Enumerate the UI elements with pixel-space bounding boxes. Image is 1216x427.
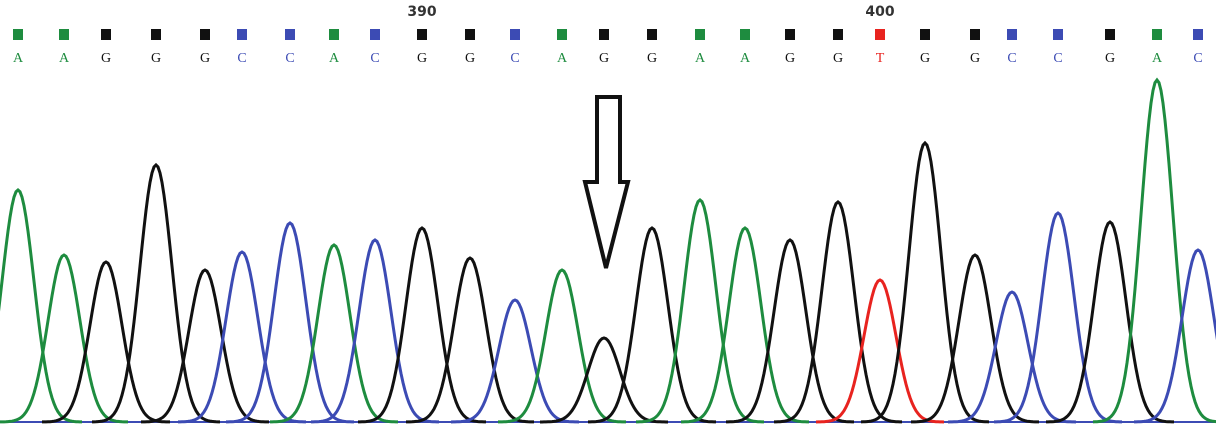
quality-square bbox=[1105, 29, 1115, 40]
quality-square bbox=[59, 29, 69, 40]
quality-square bbox=[1152, 29, 1162, 40]
base-letter: C bbox=[510, 51, 519, 66]
peak bbox=[92, 162, 220, 424]
quality-square bbox=[599, 29, 609, 40]
base-letter: G bbox=[833, 51, 843, 66]
peak bbox=[1134, 248, 1216, 424]
base-letter: A bbox=[329, 51, 340, 66]
base-letter: A bbox=[59, 51, 70, 66]
quality-square bbox=[329, 29, 339, 40]
base-letter: C bbox=[285, 51, 294, 66]
peak bbox=[178, 250, 306, 424]
quality-square bbox=[370, 29, 380, 40]
quality-square bbox=[970, 29, 980, 40]
base-letter: C bbox=[1007, 51, 1016, 66]
peak bbox=[406, 256, 534, 424]
base-letter: G bbox=[920, 51, 930, 66]
peak bbox=[42, 260, 170, 424]
peak bbox=[774, 200, 902, 424]
base-letter: G bbox=[465, 51, 475, 66]
base-letter: T bbox=[876, 51, 885, 66]
peak bbox=[450, 298, 580, 424]
base-letter: G bbox=[200, 51, 210, 66]
arrow bbox=[582, 95, 631, 269]
peak bbox=[1092, 77, 1216, 424]
quality-square bbox=[833, 29, 843, 40]
quality-square bbox=[151, 29, 161, 40]
quality-square bbox=[200, 29, 210, 40]
quality-square bbox=[920, 29, 930, 40]
peak bbox=[311, 238, 439, 424]
peak bbox=[1046, 220, 1174, 424]
quality-square bbox=[101, 29, 111, 40]
peaks bbox=[0, 77, 1216, 424]
quality-square bbox=[785, 29, 795, 40]
peak bbox=[911, 253, 1039, 424]
base-letter: G bbox=[970, 51, 980, 66]
peak bbox=[540, 336, 668, 424]
peak bbox=[947, 290, 1077, 424]
base-letter: G bbox=[599, 51, 609, 66]
quality-square bbox=[237, 29, 247, 40]
peak bbox=[358, 226, 486, 424]
peak bbox=[860, 140, 990, 424]
base-letter: A bbox=[557, 51, 568, 66]
base-letter: G bbox=[101, 51, 111, 66]
peak bbox=[815, 278, 945, 424]
base-letter: A bbox=[695, 51, 706, 66]
base-letter: G bbox=[1105, 51, 1115, 66]
peak bbox=[141, 268, 269, 424]
quality-square bbox=[465, 29, 475, 40]
peak bbox=[0, 253, 128, 424]
base-letter: C bbox=[1053, 51, 1062, 66]
base-letter: A bbox=[740, 51, 751, 66]
quality-square bbox=[557, 29, 567, 40]
peak bbox=[498, 268, 626, 424]
quality-square bbox=[740, 29, 750, 40]
quality-square bbox=[1193, 29, 1203, 40]
base-letter: A bbox=[13, 51, 24, 66]
quality-square bbox=[1053, 29, 1063, 40]
position-label: 400 bbox=[865, 4, 894, 20]
peak bbox=[994, 211, 1122, 424]
base-letter: C bbox=[1193, 51, 1202, 66]
peak bbox=[726, 238, 854, 424]
position-label: 390 bbox=[407, 4, 436, 20]
base-letter: G bbox=[151, 51, 161, 66]
quality-square bbox=[417, 29, 427, 40]
peak bbox=[270, 243, 398, 424]
base-letter: A bbox=[1152, 51, 1163, 66]
peak bbox=[588, 226, 716, 424]
quality-square bbox=[510, 29, 520, 40]
base-letter: G bbox=[785, 51, 795, 66]
base-letter: C bbox=[370, 51, 379, 66]
base-calls: A A G G G C C A C 390 G G C A G G A A G G 400 T G G C C G A C bbox=[13, 4, 1203, 66]
base-letter: C bbox=[237, 51, 246, 66]
peak bbox=[0, 187, 82, 424]
quality-square bbox=[647, 29, 657, 40]
base-letter: G bbox=[647, 51, 657, 66]
peak bbox=[636, 198, 764, 424]
base-letter: G bbox=[417, 51, 427, 66]
quality-square bbox=[285, 29, 295, 40]
quality-square bbox=[1007, 29, 1017, 40]
peak bbox=[681, 226, 809, 424]
quality-square bbox=[695, 29, 705, 40]
quality-square bbox=[13, 29, 23, 40]
quality-square bbox=[875, 29, 885, 40]
